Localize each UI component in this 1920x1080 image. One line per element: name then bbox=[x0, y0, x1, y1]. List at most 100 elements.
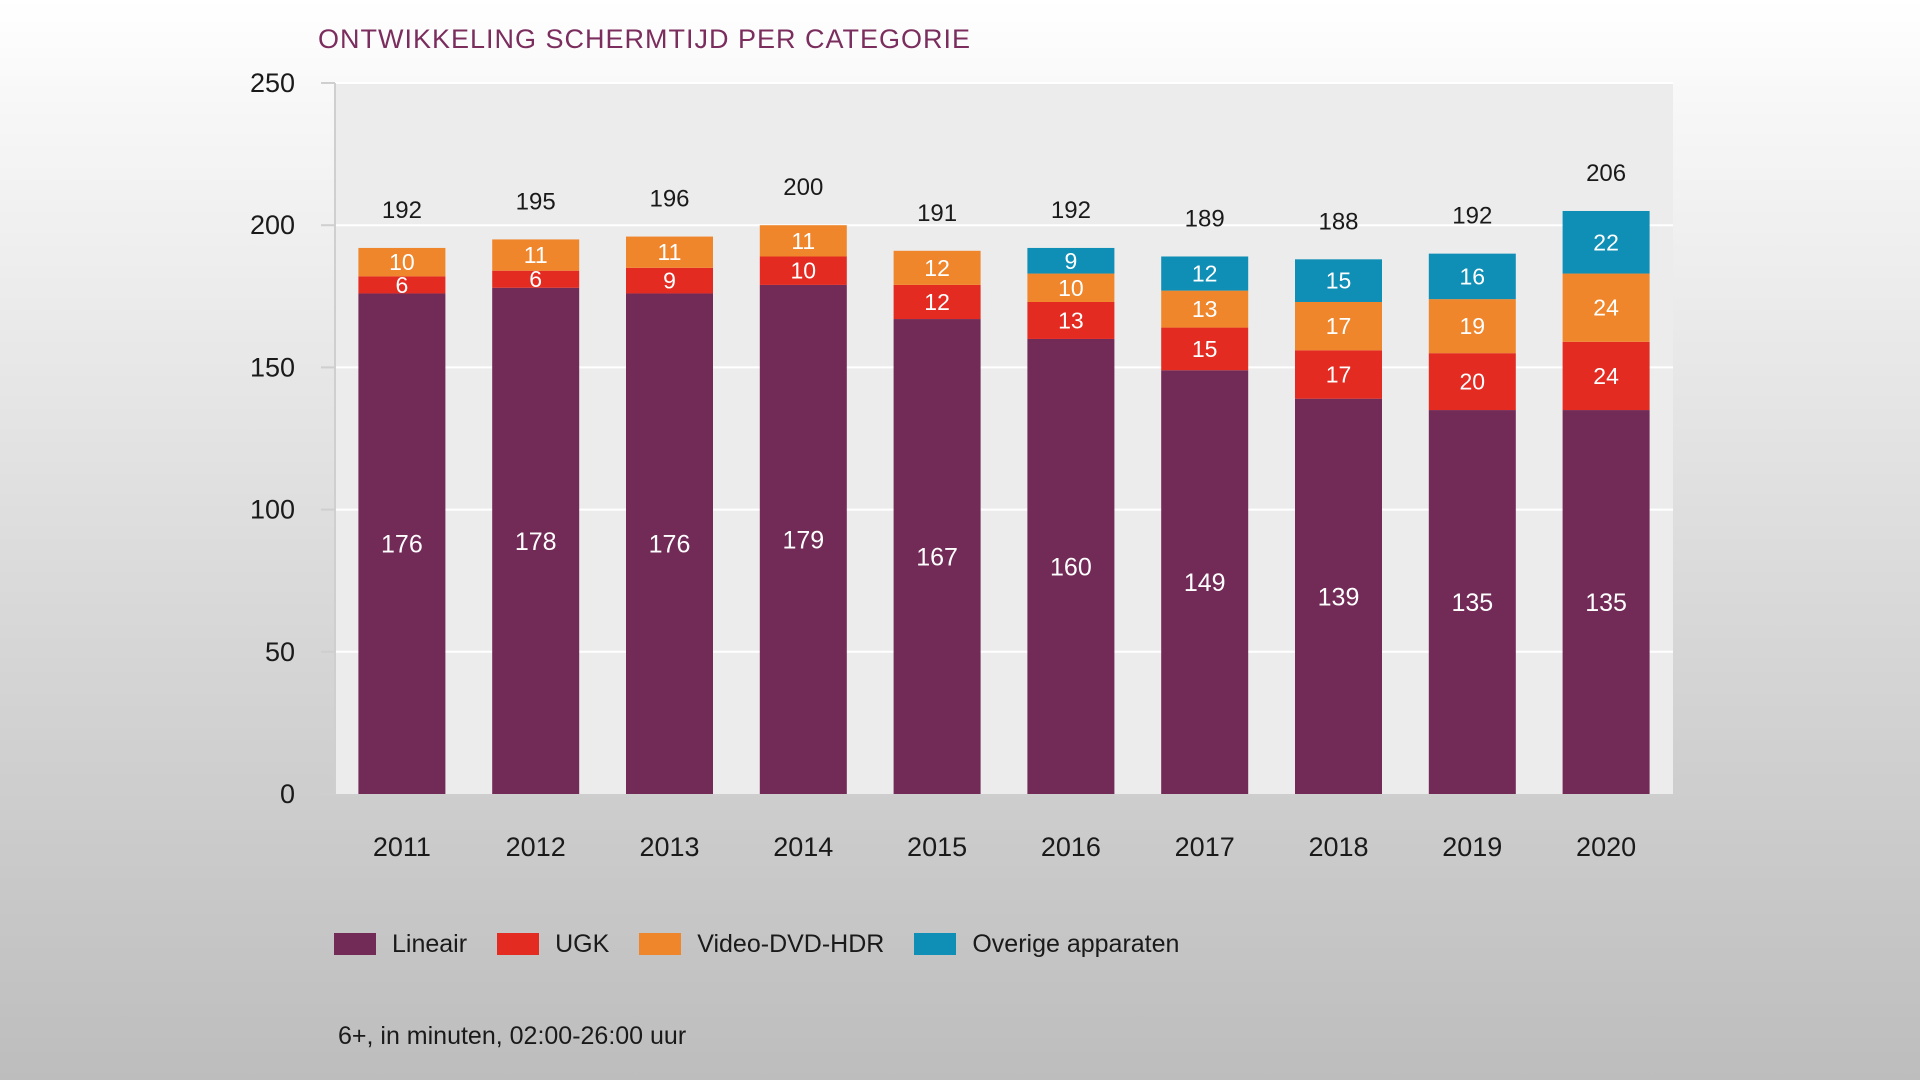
data-label: 160 bbox=[1050, 553, 1092, 581]
x-tick-label: 2018 bbox=[1308, 832, 1368, 862]
data-label: 11 bbox=[524, 242, 548, 268]
bar-segment bbox=[358, 247, 446, 277]
bar-segment bbox=[492, 287, 580, 794]
legend-item-overige: Overige apparaten bbox=[914, 930, 1179, 959]
bar-segment bbox=[893, 250, 981, 285]
bar-segment bbox=[1428, 353, 1516, 411]
bar-segment bbox=[893, 284, 981, 320]
data-label: 10 bbox=[1058, 275, 1084, 301]
chart-title: ONTWIKKELING SCHERMTIJD PER CATEGORIE bbox=[318, 24, 972, 54]
bar-segment bbox=[358, 276, 446, 294]
data-label: 178 bbox=[515, 528, 557, 556]
legend: Lineair UGK Video-DVD-HDR Overige appara… bbox=[334, 928, 1209, 960]
bar-segment bbox=[759, 225, 847, 257]
bar-segment bbox=[759, 284, 847, 794]
legend-item-lineair: Lineair bbox=[334, 930, 467, 959]
bar-segment bbox=[626, 267, 713, 294]
x-tick-label: 2019 bbox=[1442, 832, 1502, 862]
data-label: 167 bbox=[916, 544, 958, 572]
data-label: 6 bbox=[529, 266, 542, 292]
data-label: 22 bbox=[1593, 229, 1619, 255]
y-tick-label: 250 bbox=[250, 68, 295, 98]
x-tick-label: 2012 bbox=[506, 832, 566, 862]
legend-label: Lineair bbox=[392, 929, 468, 958]
data-label: 176 bbox=[381, 531, 423, 559]
legend-swatch bbox=[639, 933, 682, 955]
data-label: 24 bbox=[1593, 295, 1619, 321]
total-label: 196 bbox=[649, 186, 689, 213]
bar-segment bbox=[1428, 410, 1516, 794]
bar-segment bbox=[1161, 370, 1249, 794]
data-label: 19 bbox=[1460, 313, 1486, 339]
total-label: 200 bbox=[783, 174, 823, 201]
footnote: 6+, in minuten, 02:00-26:00 uur bbox=[338, 1022, 687, 1050]
bar-segment bbox=[1295, 301, 1382, 351]
legend-swatch bbox=[334, 933, 376, 955]
total-label: 206 bbox=[1586, 160, 1626, 187]
y-tick-label: 200 bbox=[250, 210, 295, 240]
bar-segment bbox=[1295, 398, 1382, 794]
bar-segment bbox=[1562, 210, 1650, 274]
bar-segment bbox=[759, 256, 847, 285]
total-label: 191 bbox=[917, 200, 957, 227]
data-label: 20 bbox=[1460, 369, 1486, 395]
data-label: 9 bbox=[663, 268, 676, 294]
total-label: 192 bbox=[1051, 197, 1091, 224]
y-tick-label: 0 bbox=[280, 779, 295, 809]
data-label: 10 bbox=[791, 258, 817, 284]
bar-segment bbox=[358, 293, 446, 794]
data-label: 6 bbox=[396, 272, 409, 298]
bar-segment bbox=[893, 319, 981, 794]
data-label: 135 bbox=[1451, 589, 1493, 617]
bar-segment bbox=[626, 293, 713, 794]
total-label: 195 bbox=[516, 188, 556, 215]
bar-segment bbox=[492, 270, 580, 288]
plot-area: 0501001502002501766101922011178611195201… bbox=[250, 68, 1673, 862]
data-label: 12 bbox=[1192, 261, 1218, 287]
data-label: 176 bbox=[649, 531, 691, 559]
bar-segment bbox=[1562, 273, 1650, 342]
bar-segment bbox=[492, 239, 580, 271]
legend-item-video: Video-DVD-HDR bbox=[639, 930, 884, 959]
data-label: 12 bbox=[924, 289, 950, 315]
x-tick-label: 2016 bbox=[1041, 832, 1101, 862]
data-label: 139 bbox=[1318, 583, 1360, 611]
data-label: 17 bbox=[1326, 362, 1352, 388]
data-label: 15 bbox=[1192, 336, 1218, 362]
data-label: 12 bbox=[924, 255, 950, 281]
bar-segment bbox=[1428, 253, 1516, 300]
bar-segment bbox=[1428, 299, 1516, 354]
bar-segment bbox=[1161, 290, 1249, 328]
total-label: 192 bbox=[1452, 203, 1492, 230]
data-label: 149 bbox=[1184, 569, 1226, 597]
bar-segment bbox=[1562, 410, 1650, 794]
data-label: 17 bbox=[1326, 313, 1352, 339]
bar-segment bbox=[1027, 273, 1115, 302]
data-label: 135 bbox=[1585, 589, 1627, 617]
data-label: 179 bbox=[782, 526, 824, 554]
y-tick-label: 100 bbox=[250, 495, 295, 525]
legend-item-ugk: UGK bbox=[497, 930, 609, 959]
legend-swatch bbox=[497, 933, 540, 955]
bar-segment bbox=[1027, 301, 1115, 339]
bar-segment bbox=[1295, 350, 1382, 399]
x-tick-label: 2020 bbox=[1576, 832, 1636, 862]
bar-segment bbox=[626, 236, 713, 268]
bar-segment bbox=[1027, 338, 1115, 794]
bar-segment bbox=[1562, 341, 1650, 411]
legend-label: Video-DVD-HDR bbox=[697, 929, 885, 958]
legend-swatch bbox=[914, 933, 957, 955]
data-label: 13 bbox=[1058, 307, 1084, 333]
total-label: 192 bbox=[382, 197, 422, 224]
data-label: 10 bbox=[389, 249, 415, 275]
x-tick-label: 2013 bbox=[639, 832, 699, 862]
data-label: 15 bbox=[1326, 268, 1352, 294]
data-label: 9 bbox=[1065, 248, 1078, 274]
data-label: 11 bbox=[791, 228, 815, 254]
y-tick-label: 50 bbox=[265, 637, 295, 667]
y-tick-label: 150 bbox=[250, 352, 295, 382]
x-tick-label: 2011 bbox=[373, 832, 431, 862]
data-label: 16 bbox=[1460, 263, 1486, 289]
bar-segment bbox=[1027, 247, 1115, 274]
